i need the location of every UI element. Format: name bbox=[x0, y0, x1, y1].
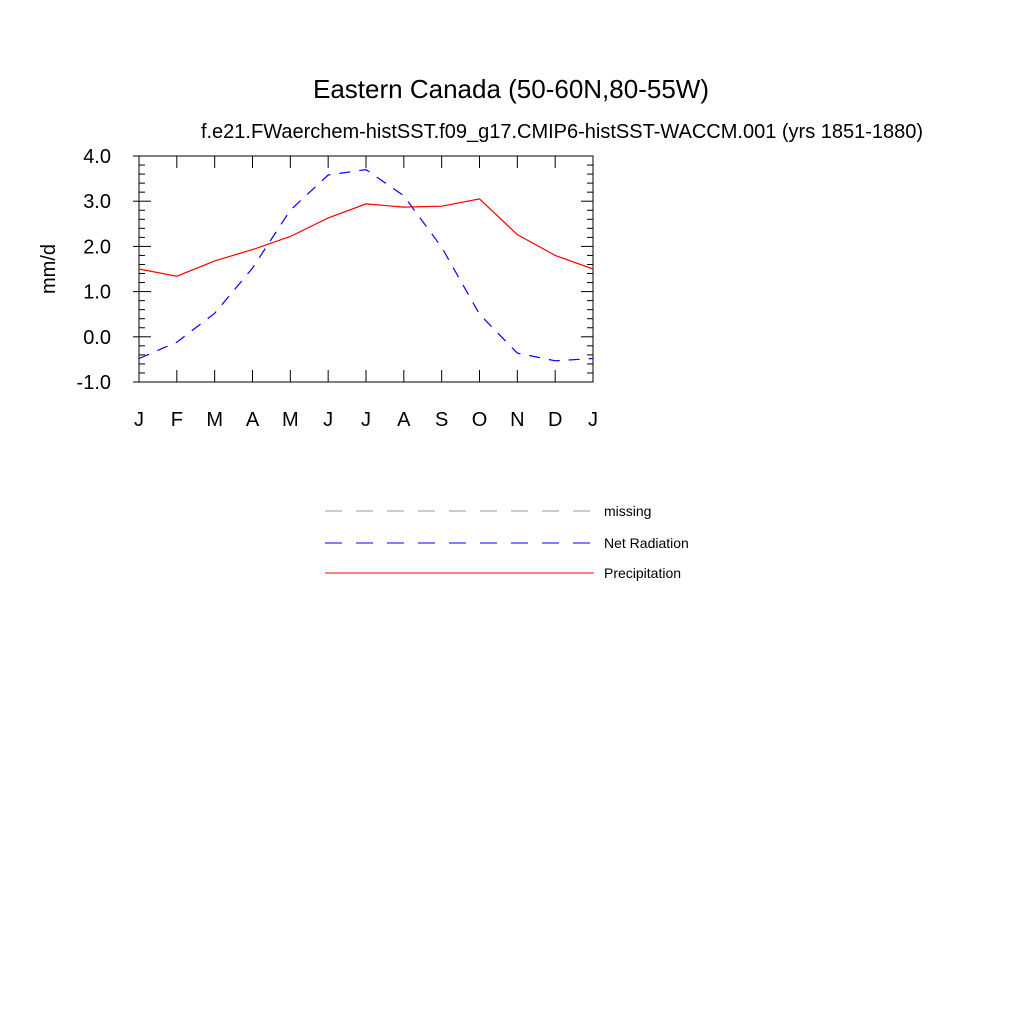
series-line bbox=[138, 168, 594, 362]
series-lines bbox=[138, 168, 594, 362]
x-tick-label: S bbox=[435, 409, 448, 431]
chart-subtitle: f.e21.FWaerchem-histSST.f09_g17.CMIP6-hi… bbox=[201, 121, 923, 143]
x-tick-label: A bbox=[397, 409, 411, 431]
axis-ticks bbox=[133, 155, 594, 383]
x-tick-label: M bbox=[206, 409, 223, 431]
legend-label: Net Radiation bbox=[604, 535, 689, 551]
x-tick-label: M bbox=[282, 409, 299, 431]
y-tick-label: 2.0 bbox=[83, 236, 111, 258]
x-tick-label: J bbox=[323, 409, 333, 431]
y-axis-label: mm/d bbox=[38, 244, 60, 294]
legend-label: missing bbox=[604, 503, 651, 519]
x-tick-label: D bbox=[548, 409, 562, 431]
x-tick-label: J bbox=[361, 409, 371, 431]
legend: missing Net Radiation Precipitation bbox=[325, 503, 689, 581]
x-tick-label: J bbox=[134, 409, 144, 431]
y-tick-label: 4.0 bbox=[83, 146, 111, 168]
y-tick-label: 0.0 bbox=[83, 327, 111, 349]
chart-title: Eastern Canada (50-60N,80-55W) bbox=[313, 74, 709, 104]
x-tick-label: O bbox=[472, 409, 488, 431]
y-tick-label: -1.0 bbox=[77, 372, 111, 394]
x-tick-label: A bbox=[246, 409, 260, 431]
series-line bbox=[138, 198, 594, 277]
y-tick-label: 1.0 bbox=[83, 282, 111, 304]
legend-label: Precipitation bbox=[604, 565, 681, 581]
plot-frame bbox=[138, 155, 594, 383]
x-tick-label: J bbox=[588, 409, 598, 431]
y-tick-label: 3.0 bbox=[83, 191, 111, 213]
y-tick-labels: 4.0 3.0 2.0 1.0 0.0 -1.0 bbox=[77, 146, 111, 394]
x-tick-label: N bbox=[510, 409, 524, 431]
x-tick-label: F bbox=[171, 409, 183, 431]
